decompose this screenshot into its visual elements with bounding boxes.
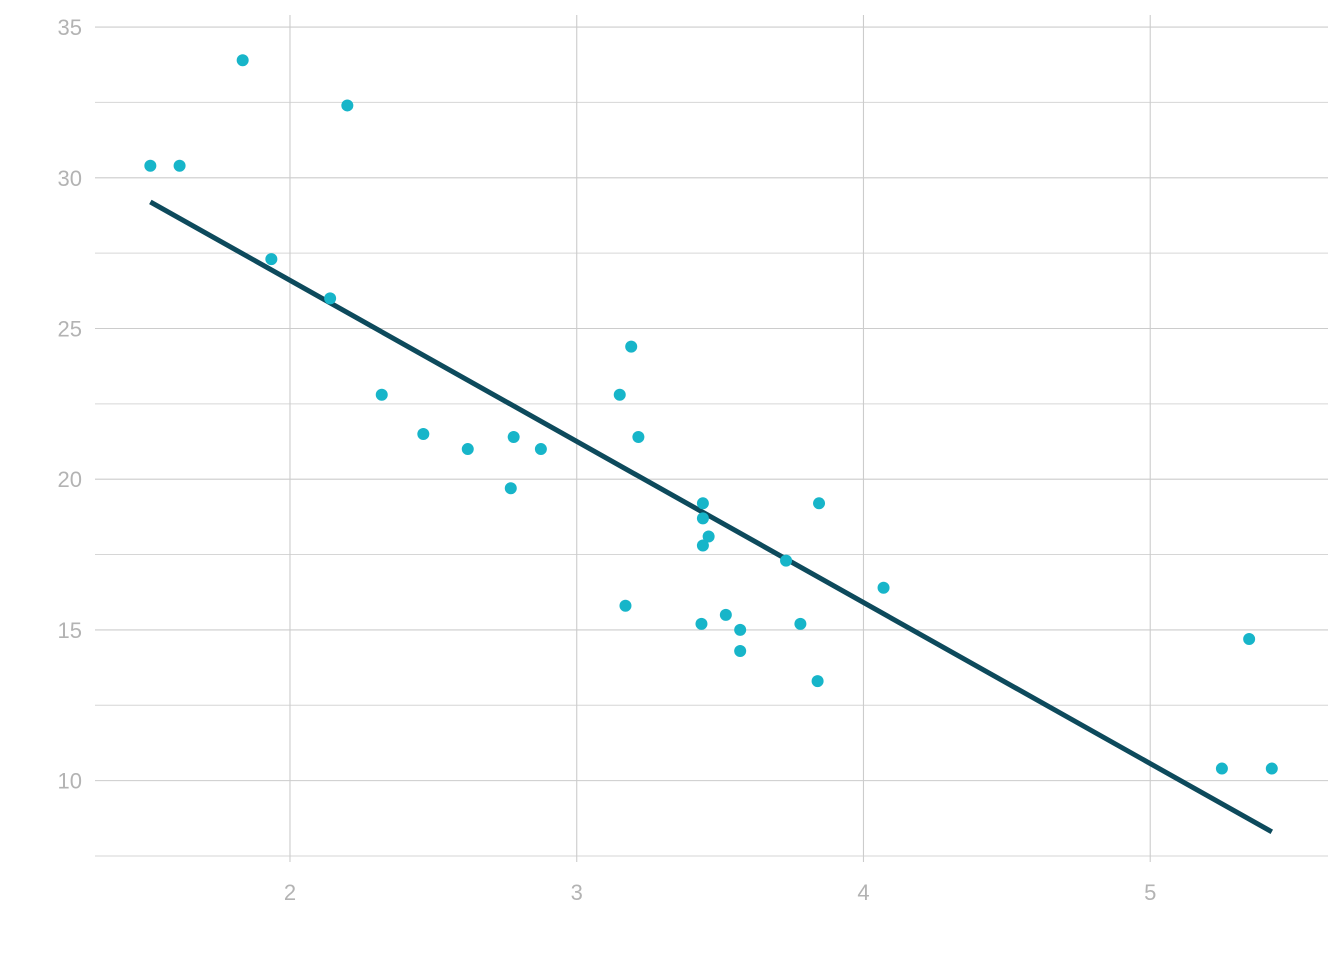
trend-line [149, 199, 1274, 835]
data-point [702, 530, 715, 543]
data-point [780, 554, 793, 567]
data-point [534, 443, 547, 456]
data-point [236, 54, 249, 67]
data-point [461, 443, 474, 456]
data-point [504, 482, 517, 495]
y-tick-label: 10 [58, 769, 82, 794]
data-point [1265, 762, 1278, 775]
data-point [813, 497, 826, 510]
y-tick-label: 35 [58, 15, 82, 40]
x-tick-label: 4 [857, 880, 869, 905]
data-point [734, 623, 747, 636]
data-point [173, 159, 186, 172]
data-point [696, 539, 709, 552]
tick-labels: 10 15 20 25 30 35 2 3 4 5 [58, 15, 1157, 905]
data-point [696, 512, 709, 525]
data-point [632, 431, 645, 443]
data-point [734, 645, 747, 658]
data-point [144, 159, 157, 172]
data-point [375, 388, 388, 401]
data-point [794, 617, 807, 630]
data-point [719, 608, 732, 621]
x-tick-label: 2 [284, 880, 296, 905]
data-point [695, 617, 708, 630]
y-tick-label: 25 [58, 316, 82, 341]
data-point [613, 388, 626, 401]
data-point [1243, 632, 1256, 645]
data-point [265, 253, 278, 266]
data-point [417, 427, 430, 440]
data-point [625, 340, 638, 353]
x-tick-label: 5 [1144, 880, 1156, 905]
data-point [619, 599, 632, 612]
y-tick-label: 30 [58, 166, 82, 191]
data-point [324, 292, 337, 305]
data-point [341, 99, 354, 112]
data-point [1215, 762, 1228, 775]
data-points [144, 54, 1278, 775]
data-point [696, 497, 709, 510]
data-point [877, 581, 890, 594]
x-tick-label: 3 [571, 880, 583, 905]
y-tick-label: 15 [58, 618, 82, 643]
y-tick-label: 20 [58, 467, 82, 492]
grid-layer [95, 15, 1328, 862]
trend-line-layer [149, 199, 1274, 835]
data-point [811, 675, 824, 688]
data-point [507, 431, 520, 443]
